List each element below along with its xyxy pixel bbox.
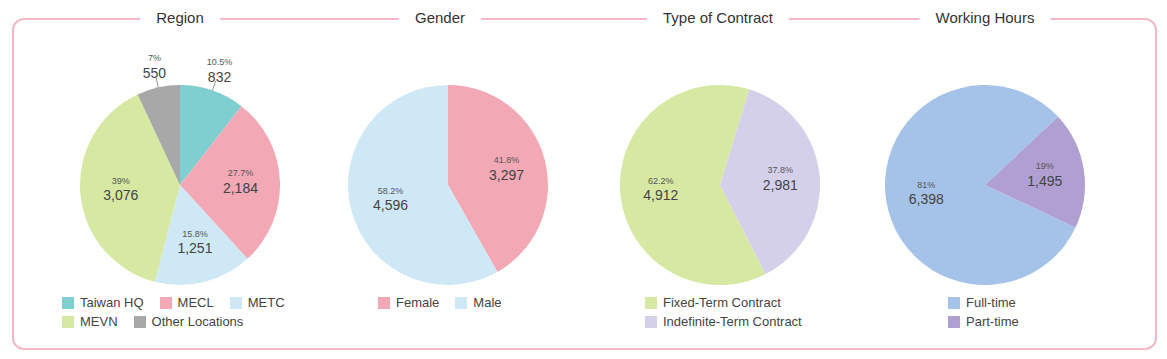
html-text:METC: METC [247, 295, 285, 310]
svg-text:3,297: 3,297 [489, 167, 524, 183]
svg-text:58.2%: 58.2% [378, 186, 404, 196]
html-text:MEVN: MEVN [80, 314, 118, 329]
svg-text:4,912: 4,912 [643, 187, 678, 203]
svg-text:3,076: 3,076 [103, 187, 138, 203]
svg-text:15.8%: 15.8% [182, 229, 208, 239]
html-text:Region: Region [156, 9, 204, 26]
html-text:MECL: MECL [177, 295, 214, 310]
html-text:Taiwan HQ: Taiwan HQ [80, 295, 144, 310]
svg-text:1,495: 1,495 [1027, 173, 1062, 189]
svg-text:6,398: 6,398 [909, 191, 944, 207]
html-text:Type of Contract: Type of Contract [663, 9, 773, 26]
html-text:Full-time: Full-time [966, 295, 1016, 310]
svg-text:2,981: 2,981 [763, 177, 798, 193]
svg-text:2,184: 2,184 [223, 180, 258, 196]
svg-text:81%: 81% [917, 180, 935, 190]
svg-text:10.5%: 10.5% [207, 57, 233, 67]
html-text:Other Locations: Other Locations [151, 314, 244, 329]
svg-text:7%: 7% [148, 53, 161, 63]
svg-text:27.7%: 27.7% [228, 168, 254, 178]
html-text:Working Hours: Working Hours [935, 9, 1035, 26]
svg-text:550: 550 [143, 65, 167, 81]
svg-text:832: 832 [208, 68, 232, 84]
svg-text:19%: 19% [1036, 161, 1054, 171]
svg-text:37.8%: 37.8% [768, 165, 794, 175]
svg-text:39%: 39% [112, 176, 130, 186]
svg-text:41.8%: 41.8% [494, 155, 520, 165]
svg-text:1,251: 1,251 [177, 240, 212, 256]
svg-text:62.2%: 62.2% [648, 176, 674, 186]
html-text:Female: Female [396, 295, 440, 310]
html-text:Gender: Gender [415, 9, 465, 26]
html-text:Male: Male [473, 295, 502, 310]
html-text:Part-time: Part-time [966, 314, 1019, 329]
svg-text:4,596: 4,596 [373, 197, 408, 213]
html-text:Indefinite-Term Contract: Indefinite-Term Contract [663, 314, 802, 329]
html-text:Fixed-Term Contract: Fixed-Term Contract [663, 295, 781, 310]
